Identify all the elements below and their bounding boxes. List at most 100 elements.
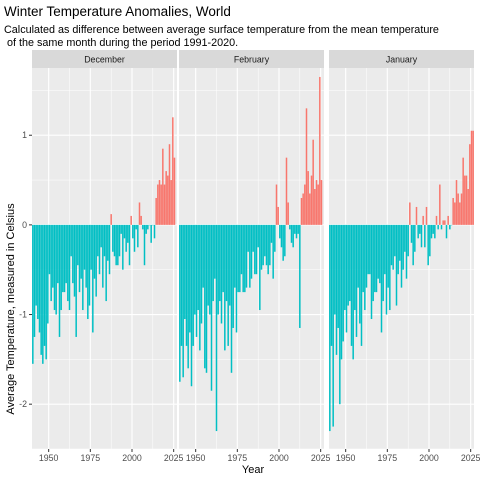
bar [382,225,384,301]
facet-strip-label: February [234,55,270,65]
bar [70,225,72,256]
bar [132,225,134,238]
bar [39,225,41,333]
x-tick-label: 2000 [269,453,289,463]
bar [454,202,456,224]
bar [34,225,36,337]
bar [314,189,316,225]
bar [464,176,466,225]
bar [276,185,278,225]
bar [392,225,394,270]
bar [342,225,344,342]
subtitle-line: of the same month during the period 1991… [4,37,238,49]
bar [351,225,353,346]
bar [54,225,56,310]
bar [204,225,206,368]
bar [201,225,203,324]
bar [344,225,346,310]
bar [277,207,279,225]
x-tick-label: 2025 [164,453,184,463]
bar [257,225,259,247]
bar [296,225,298,238]
bar [222,225,224,292]
bar [386,225,388,315]
bar [401,225,403,288]
bar [291,225,293,243]
bar [49,225,51,274]
bar [112,225,114,252]
bar [226,225,228,301]
x-axis-label: Year [242,464,265,476]
bar [319,77,321,225]
bar [239,225,241,292]
bar [389,225,391,310]
bar [281,225,283,247]
bar [50,225,52,301]
bar [232,225,234,328]
bar [94,225,96,279]
y-tick-label: 0 [22,220,27,230]
bar [127,225,129,243]
bar [262,225,264,265]
bar [399,225,401,261]
bar [47,225,49,324]
bar [402,225,404,270]
bar [459,202,461,224]
bar [427,225,429,265]
bar [130,216,132,225]
x-tick-label: 2000 [419,453,439,463]
bar [312,140,314,225]
bar [311,176,313,225]
bar [227,225,229,346]
bar [79,225,81,292]
bar [65,225,67,283]
bar [212,225,214,301]
bar [159,180,161,225]
bar [441,225,443,229]
bar [160,185,162,225]
bar [57,225,59,283]
bar [362,225,364,292]
x-tick-label: 1950 [39,453,59,463]
bar [100,225,102,247]
bar [426,207,428,225]
bar [59,225,61,337]
x-tick-label: 1950 [186,453,206,463]
bar [331,225,333,346]
bar [411,225,413,243]
bar [462,158,464,225]
bar [137,225,139,247]
bar [115,225,117,265]
bar [206,225,208,373]
y-tick-label: -1 [19,310,27,320]
bar [35,225,37,306]
bar [337,225,339,328]
bar [396,225,398,306]
bar [409,202,411,224]
bar [60,225,62,310]
bar [369,225,371,274]
bar [256,225,258,274]
bar [99,225,101,274]
bar [429,225,431,256]
bar [110,214,112,225]
bar [349,225,351,301]
bar [122,225,124,270]
bar [242,225,244,292]
bar [147,225,149,229]
bar [299,225,301,328]
bar [352,225,354,359]
y-axis-label: Average Temperature, measured in Celsius [5,203,17,415]
bar [165,171,167,225]
bar [357,225,359,288]
bar [266,225,268,265]
bar [80,225,82,279]
bar [84,225,86,270]
bar [282,225,284,261]
bar [406,225,408,279]
bar [254,225,256,274]
bar [269,225,271,265]
